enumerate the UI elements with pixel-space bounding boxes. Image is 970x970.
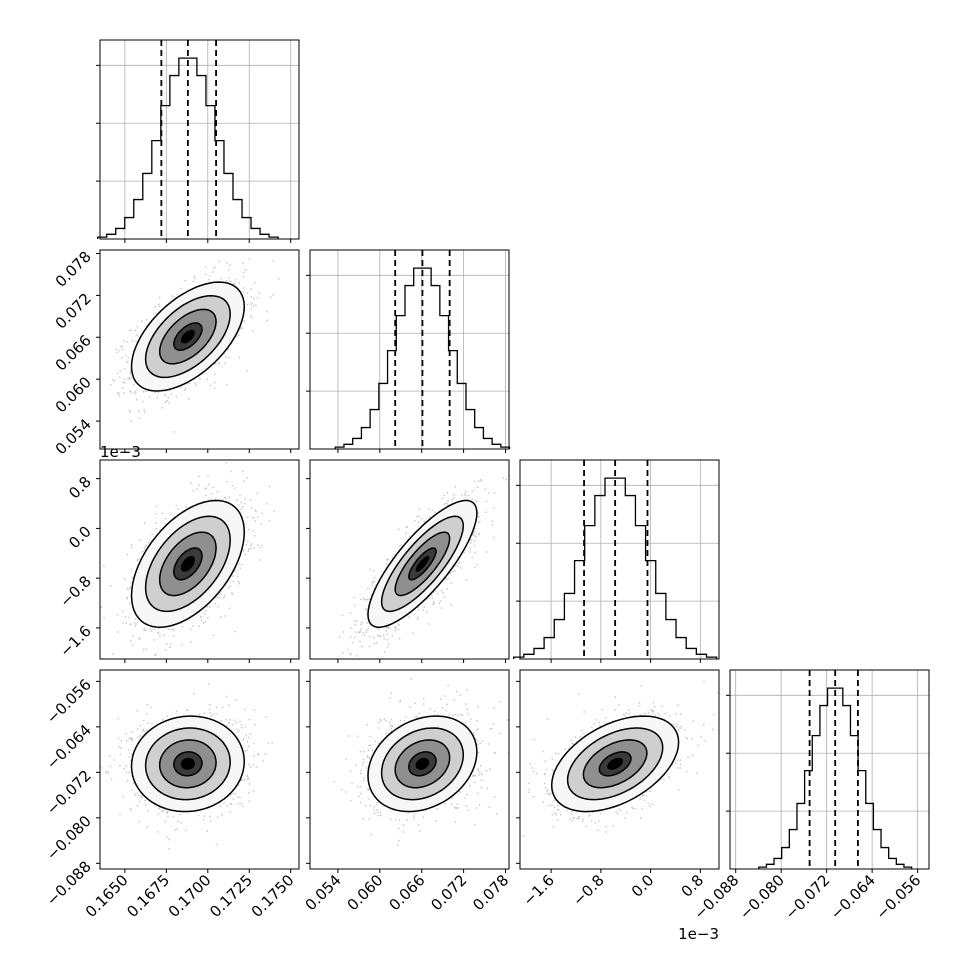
panel-frame bbox=[99, 669, 300, 870]
x-tick-label: 0.1725 bbox=[206, 871, 256, 921]
y-tick-label: 0.054 bbox=[52, 415, 95, 458]
y-tick-label: −0.080 bbox=[43, 812, 95, 864]
panel-frame bbox=[309, 669, 510, 870]
y-tick-label: 0.8 bbox=[65, 473, 95, 503]
histogram-steps bbox=[758, 687, 913, 869]
panel-frame bbox=[99, 459, 300, 660]
contour-line-2 bbox=[566, 727, 664, 801]
x-tick-label: 0.078 bbox=[469, 871, 512, 914]
y-tick-label: 0.072 bbox=[52, 289, 95, 332]
panel-content bbox=[100, 258, 280, 433]
contour-line-3 bbox=[367, 715, 478, 813]
density-core bbox=[415, 757, 430, 770]
y-tick-label: −0.056 bbox=[43, 675, 95, 727]
histogram-steps bbox=[513, 477, 718, 659]
contour-line-3 bbox=[130, 499, 246, 629]
scatter-panel-3-2 bbox=[516, 669, 720, 873]
histogram-steps bbox=[334, 267, 511, 449]
x-tick-label: 0.054 bbox=[302, 871, 345, 914]
x-tick-label: −0.072 bbox=[782, 871, 834, 923]
panel-frame bbox=[519, 459, 720, 660]
contour-line-2 bbox=[144, 515, 231, 613]
contour-line-0 bbox=[408, 547, 437, 581]
y-offset-label: 1e−3 bbox=[100, 443, 141, 461]
x-tick-label: 0.0 bbox=[628, 871, 658, 901]
density-core bbox=[180, 329, 195, 344]
contour-line-3 bbox=[130, 715, 246, 813]
y-tick-label: −0.088 bbox=[43, 857, 95, 909]
contour-line-3 bbox=[367, 499, 478, 628]
contour-line-3 bbox=[130, 281, 246, 392]
x-tick-label: −0.8 bbox=[569, 871, 607, 909]
x-offset-label: 1e−3 bbox=[678, 925, 719, 943]
y-tick-label: 0.060 bbox=[52, 373, 95, 416]
density-core bbox=[415, 555, 430, 572]
x-tick-label: 0.1650 bbox=[82, 871, 132, 921]
panel-frame bbox=[519, 669, 720, 870]
x-tick-label: −0.064 bbox=[827, 871, 879, 923]
panel-content bbox=[522, 680, 719, 837]
histogram-steps bbox=[97, 57, 279, 239]
panel-frame bbox=[729, 669, 930, 870]
scatter-panel-3-0 bbox=[96, 669, 300, 873]
panel-frame bbox=[99, 249, 300, 450]
density-core bbox=[180, 757, 195, 770]
contour-line-0 bbox=[173, 547, 203, 581]
contour-line-0 bbox=[173, 322, 203, 351]
y-tick-label: 0.066 bbox=[52, 331, 95, 374]
x-tick-label: −0.056 bbox=[872, 871, 924, 923]
contour-line-2 bbox=[380, 515, 465, 613]
density-core bbox=[607, 757, 624, 770]
x-tick-label: 0.1675 bbox=[123, 871, 173, 921]
histogram-panel-2 bbox=[513, 459, 720, 663]
y-tick-label: −0.064 bbox=[43, 721, 95, 773]
contour-line-1 bbox=[158, 308, 217, 365]
x-tick-label: 0.072 bbox=[427, 871, 470, 914]
y-tick-label: 0.078 bbox=[52, 248, 95, 291]
y-tick-label: 0.0 bbox=[65, 523, 95, 553]
panel-frame bbox=[99, 39, 300, 240]
contour-line-0 bbox=[408, 751, 437, 777]
histogram-panel-1 bbox=[306, 249, 511, 453]
contour-line-0 bbox=[173, 751, 203, 777]
scatter-panel-3-1 bbox=[306, 669, 510, 873]
panel-content bbox=[338, 477, 507, 657]
contour-line-0 bbox=[598, 751, 632, 777]
x-tick-label: 0.066 bbox=[385, 871, 428, 914]
x-tick-label: −0.080 bbox=[736, 871, 788, 923]
x-tick-label: 0.1700 bbox=[165, 871, 215, 921]
histogram-panel-0 bbox=[96, 39, 300, 243]
contour-line-1 bbox=[394, 739, 451, 789]
contour-line-1 bbox=[582, 739, 648, 789]
panel-content bbox=[100, 683, 273, 850]
contour-line-2 bbox=[144, 294, 231, 379]
scatter-panel-2-1 bbox=[306, 459, 510, 663]
x-tick-label: 0.060 bbox=[344, 871, 387, 914]
scatter-panel-2-0 bbox=[96, 459, 300, 663]
contour-line-2 bbox=[380, 727, 465, 801]
x-tick-label: 0.1750 bbox=[248, 871, 298, 921]
y-tick-label: −1.6 bbox=[56, 622, 94, 660]
panel-frame bbox=[309, 459, 510, 660]
panel-content bbox=[100, 462, 275, 659]
contour-line-3 bbox=[550, 715, 680, 813]
contour-line-2 bbox=[144, 727, 231, 801]
y-tick-label: −0.8 bbox=[56, 572, 94, 610]
panel-content bbox=[333, 678, 509, 846]
histogram-panel-3 bbox=[726, 669, 930, 873]
panel-frame bbox=[309, 249, 510, 450]
density-core bbox=[180, 555, 195, 572]
y-tick-label: −0.072 bbox=[43, 766, 95, 818]
x-tick-label: −1.6 bbox=[519, 871, 557, 909]
scatter-panel-1-0 bbox=[96, 249, 300, 453]
x-tick-label: 0.8 bbox=[678, 871, 708, 901]
contour-line-1 bbox=[158, 531, 217, 597]
contour-line-1 bbox=[394, 531, 451, 597]
contour-line-1 bbox=[158, 739, 217, 789]
